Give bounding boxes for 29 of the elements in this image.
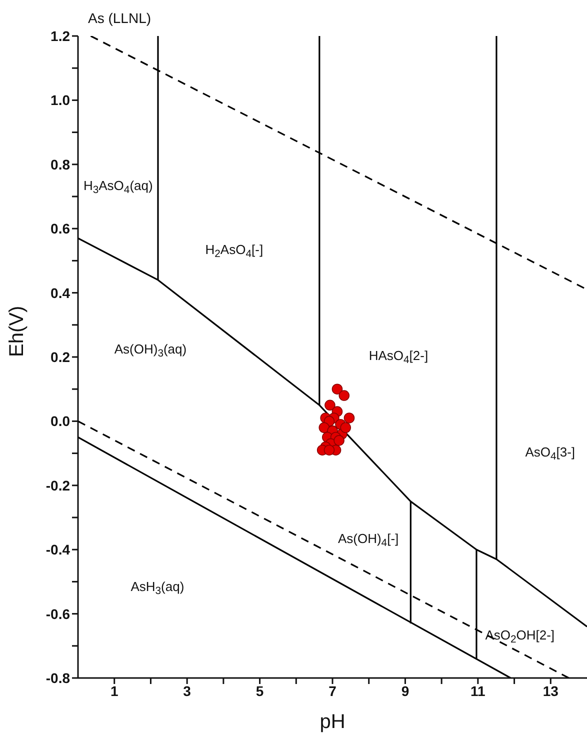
y-tick-label: -0.6 — [46, 606, 70, 622]
x-tick-label: 1 — [110, 682, 118, 699]
y-tick-label: -0.2 — [46, 477, 70, 494]
annotation: H$_{2}$AsO$_{4}$[-] — [205, 242, 264, 260]
annotation: As(OH)$_{4}$[-] — [338, 531, 399, 549]
y-tick-label: -0.8 — [46, 670, 70, 686]
y-tick-label: -0.4 — [46, 542, 70, 558]
chart-title: As (LLNL) — [88, 10, 152, 26]
y-tick-label: 1.0 — [50, 92, 70, 108]
y-tick-label: 0.6 — [50, 220, 70, 237]
x-tick-label: 7 — [328, 682, 337, 699]
annotation: As(OH)$_{3}$(aq) — [114, 342, 187, 360]
y-axis-title: Eh(V) — [6, 306, 28, 357]
y-tick-label: 0.8 — [50, 156, 70, 172]
x-tick-label: 13 — [542, 682, 559, 699]
y-tick-label: 1.2 — [50, 28, 70, 44]
annotation: AsH$_{3}$(aq) — [130, 580, 184, 597]
x-tick-label: 3 — [183, 682, 192, 699]
y-tick-label: 0.2 — [50, 348, 70, 365]
annotation: AsO$_{4}$[3-] — [525, 444, 576, 462]
annotation: H$_{3}$AsO$_{4}$(aq) — [83, 178, 153, 196]
x-axis-title: pH — [320, 711, 346, 733]
annotation: HAsO$_{4}$[2-] — [368, 348, 428, 366]
y-tick-label: 0.4 — [50, 284, 70, 301]
x-tick-label: 5 — [256, 682, 264, 699]
x-tick-label: 9 — [401, 682, 410, 699]
annotation: AsO$_{2}$OH[2-] — [485, 628, 555, 646]
x-tick-label: 11 — [470, 682, 486, 699]
y-tick-label: 0.0 — [50, 413, 70, 430]
